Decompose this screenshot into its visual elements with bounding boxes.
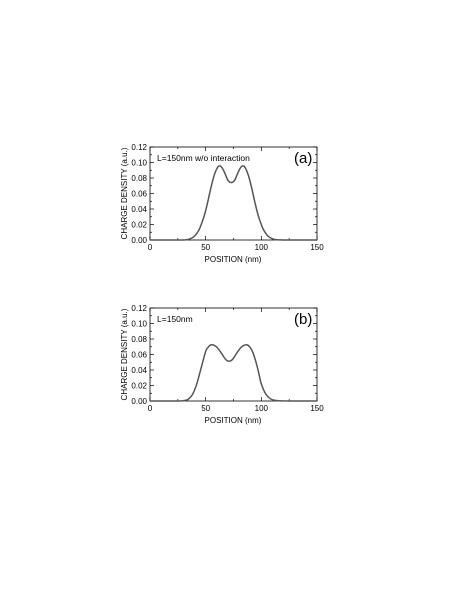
annotation-text: L=150nm	[157, 314, 193, 324]
y-tick-label: 0.04	[131, 205, 147, 214]
tick-labels: 0 50 100 150 0.00 0.02 0.04 0.06 0.08 0.10 0.12	[131, 143, 324, 252]
tick-marks	[149, 146, 318, 241]
series-line	[149, 344, 318, 402]
y-tick-label: 0.04	[131, 366, 147, 375]
y-tick-label: 0.12	[131, 304, 147, 313]
series-line	[149, 165, 318, 241]
y-tick-label: 0.02	[131, 382, 147, 391]
x-tick-label: 100	[255, 243, 269, 252]
x-tick-label: 100	[255, 404, 269, 413]
x-tick-label: 150	[310, 404, 324, 413]
y-tick-label: 0.12	[131, 143, 147, 152]
annotation-text: L=150nm w/o interaction	[157, 153, 250, 163]
x-axis-title: POSITION (nm)	[205, 416, 262, 425]
y-tick-label: 0.08	[131, 335, 147, 344]
y-tick-label: 0.10	[131, 159, 147, 168]
tick-labels: 0 50 100 150 0.00 0.02 0.04 0.06 0.08 0.10 0.12	[131, 304, 324, 413]
y-tick-label: 0.00	[131, 397, 147, 406]
x-tick-label: 50	[201, 404, 210, 413]
x-axis-title: POSITION (nm)	[205, 255, 262, 264]
y-axis-title: CHARGE DENSITY (a.u.)	[120, 308, 129, 400]
chart-panel-a: 0 50 100 150 0.00 0.02 0.04 0.06 0.08 0.10 0.12 L=…	[120, 143, 324, 264]
x-tick-label: 50	[201, 243, 210, 252]
panel-label: (a)	[294, 150, 312, 167]
y-tick-label: 0.08	[131, 174, 147, 183]
y-tick-label: 0.02	[131, 221, 147, 230]
x-tick-label: 0	[148, 243, 153, 252]
x-tick-label: 0	[148, 404, 153, 413]
panel-label: (b)	[294, 311, 312, 328]
y-tick-label: 0.00	[131, 236, 147, 245]
y-tick-label: 0.06	[131, 351, 147, 360]
y-tick-label: 0.06	[131, 190, 147, 199]
chart-panel-b: 0 50 100 150 0.00 0.02 0.04 0.06 0.08 0.10 0.12 L=…	[120, 304, 324, 425]
y-axis-title: CHARGE DENSITY (a.u.)	[120, 147, 129, 239]
x-tick-label: 150	[310, 243, 324, 252]
tick-marks	[149, 307, 318, 402]
y-tick-label: 0.10	[131, 320, 147, 329]
